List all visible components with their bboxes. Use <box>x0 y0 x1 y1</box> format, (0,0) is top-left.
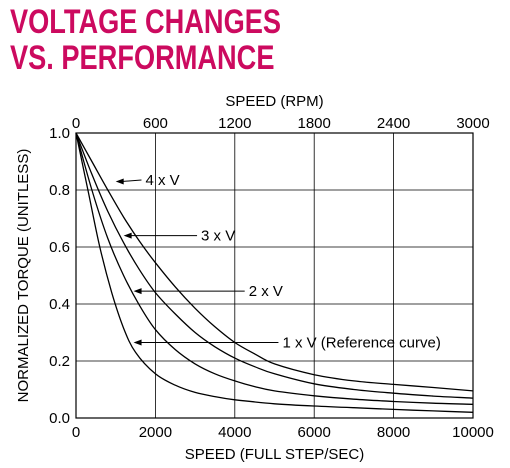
top-axis-label: SPEED (RPM) <box>225 93 323 110</box>
chart-title: VOLTAGE CHANGES VS. PERFORMANCE <box>10 4 281 76</box>
x-tick-label: 4000 <box>218 424 251 441</box>
annotation-arrowhead-4 <box>133 339 142 346</box>
y-tick-label: 0.8 <box>49 182 70 199</box>
x-tick-label: 0 <box>72 424 80 441</box>
annotation-arrowhead-2 <box>123 232 132 239</box>
annotation-arrowhead-1 <box>115 178 124 185</box>
series-label-1: 4 x V <box>145 172 179 189</box>
y-axis-label: NORMALIZED TORQUE (UNITLESS) <box>15 149 32 403</box>
y-tick-label: 0.2 <box>49 353 70 370</box>
series-line-2 <box>75 132 474 399</box>
top-tick-label: 3000 <box>456 115 489 132</box>
series-label-3: 2 x V <box>249 283 283 300</box>
y-tick-label: 1.0 <box>49 125 70 142</box>
x-tick-label: 6000 <box>298 424 331 441</box>
x-tick-label: 8000 <box>377 424 410 441</box>
annotations: 4 x V 3 x V 2 x V 1 x V (Reference curve) <box>115 172 441 351</box>
series-line-3 <box>75 132 474 405</box>
annotation-arrowhead-3 <box>133 288 142 295</box>
tick-labels: 0 2000 4000 6000 8000 10000 0 600 1200 1800 2400 30… <box>49 115 494 441</box>
x-axis-label: SPEED (FULL STEP/SEC) <box>185 446 365 463</box>
curves <box>75 132 474 413</box>
top-tick-label: 600 <box>143 115 168 132</box>
title-line-1: VOLTAGE CHANGES <box>10 3 282 41</box>
x-tick-label: 10000 <box>452 424 494 441</box>
top-tick-label: 1800 <box>298 115 331 132</box>
top-tick-label: 1200 <box>218 115 251 132</box>
y-tick-label: 0.6 <box>49 239 70 256</box>
y-tick-label: 0.4 <box>49 296 70 313</box>
title-line-2: VS. PERFORMANCE <box>10 39 275 77</box>
series-label-4: 1 x V (Reference curve) <box>282 334 440 351</box>
series-line-4 <box>75 132 474 413</box>
plot-frame <box>75 132 474 419</box>
series-line-1 <box>75 132 474 392</box>
annotation-leader-1 <box>121 179 142 182</box>
top-tick-label: 0 <box>72 115 80 132</box>
grid <box>76 133 473 418</box>
x-tick-label: 2000 <box>139 424 172 441</box>
y-tick-label: 0.0 <box>49 410 70 427</box>
series-label-2: 3 x V <box>201 228 235 245</box>
top-tick-label: 2400 <box>377 115 410 132</box>
